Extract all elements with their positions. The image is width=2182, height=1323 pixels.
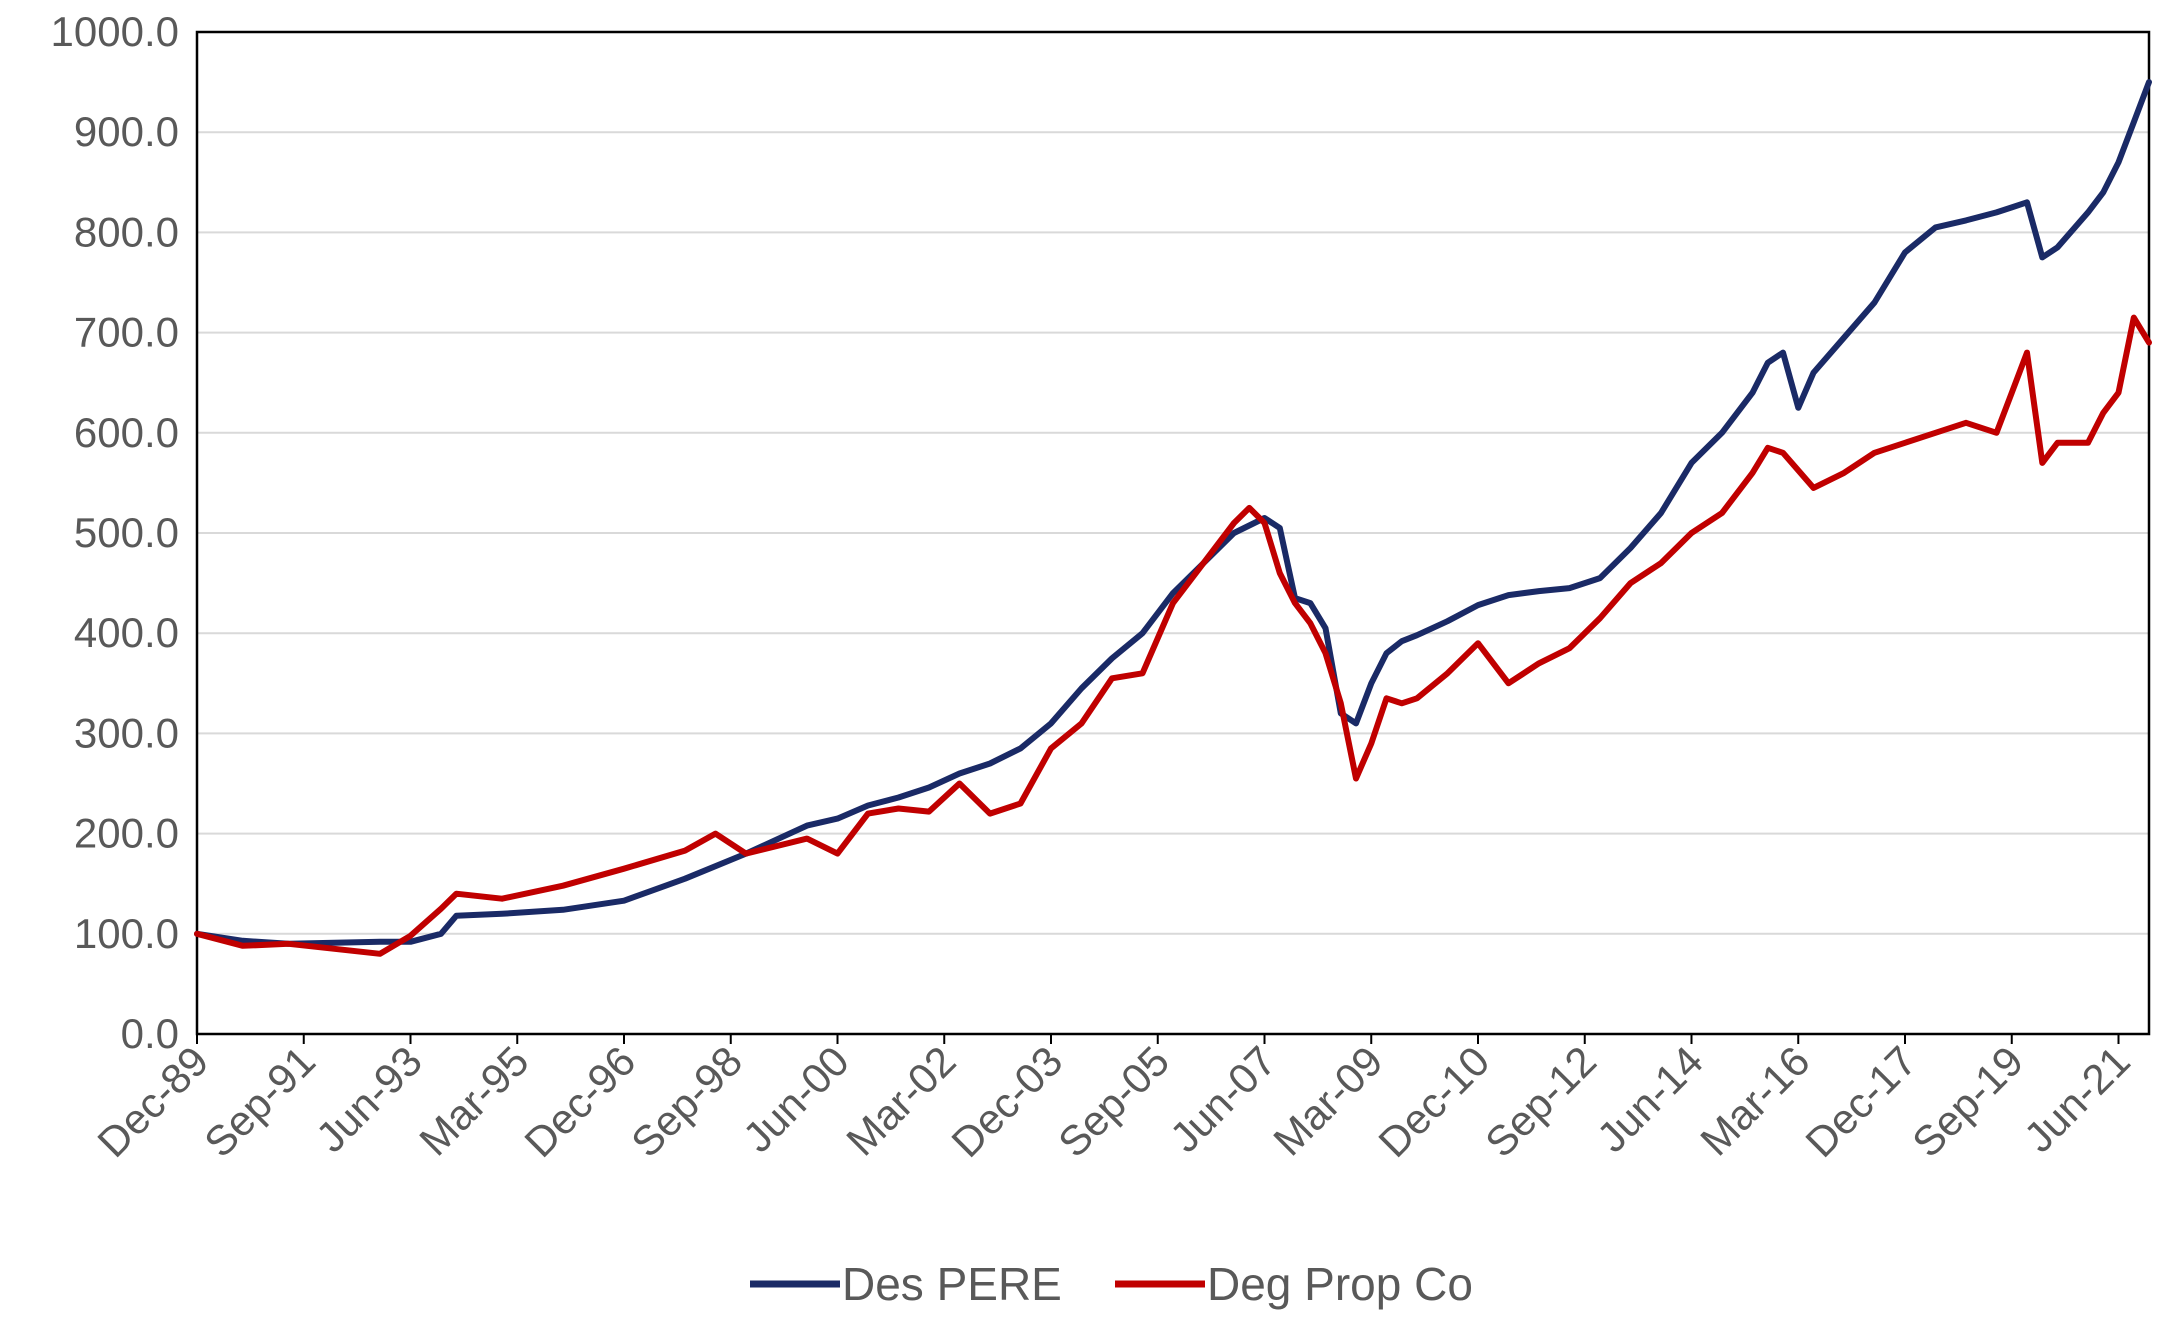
x-tick-label: Dec-96 (515, 1037, 644, 1166)
y-tick-label: 200.0 (74, 810, 179, 857)
x-tick-label: Dec-03 (942, 1037, 1071, 1166)
x-tick-label: Sep-98 (622, 1037, 751, 1166)
y-tick-label: 0.0 (121, 1010, 179, 1057)
x-tick-label: Mar-02 (837, 1037, 964, 1164)
x-tick-label: Mar-16 (1691, 1037, 1818, 1164)
x-tick-label: Jun-07 (1161, 1037, 1285, 1161)
x-tick-label: Dec-17 (1796, 1037, 1925, 1166)
y-tick-label: 600.0 (74, 409, 179, 456)
y-tick-label: 300.0 (74, 709, 179, 756)
x-tick-label: Mar-95 (410, 1037, 537, 1164)
y-tick-label: 700.0 (74, 309, 179, 356)
series-line-1 (194, 314, 2152, 957)
y-tick-label: 1000.0 (51, 8, 179, 55)
y-axis-ticks: 0.0 100.0 200.0 300.0 400.0 500.0 600.0 700.0 80… (51, 8, 179, 1057)
legend-label: Deg Prop Co (1207, 1258, 1473, 1310)
y-tick-label: 100.0 (74, 910, 179, 957)
gridlines (197, 131, 2149, 935)
plot-area-frame (195, 30, 2151, 1036)
x-tick-label: Jun-00 (734, 1037, 858, 1161)
x-tick-label: Jun-21 (2015, 1037, 2139, 1161)
x-tick-label: Jun-14 (1588, 1037, 1712, 1161)
y-tick-label: 400.0 (74, 609, 179, 656)
y-tick-label: 900.0 (74, 108, 179, 155)
y-tick-label: 800.0 (74, 208, 179, 255)
legend-label: Des PERE (842, 1258, 1062, 1310)
legend: Des PERE Deg Prop Co (750, 1258, 1473, 1310)
y-tick-label: 500.0 (74, 509, 179, 556)
x-tick-label: Dec-10 (1369, 1037, 1498, 1166)
x-tick-label: Sep-05 (1049, 1037, 1178, 1166)
x-tick-label: Mar-09 (1264, 1037, 1391, 1164)
series-line-0 (194, 79, 2152, 947)
x-tick-label: Sep-19 (1903, 1037, 2032, 1166)
x-tick-label: Sep-12 (1476, 1037, 1605, 1166)
x-axis-ticks: Dec-89Sep-91Jun-93Mar-95Dec-96Sep-98Jun-… (88, 1034, 2139, 1166)
series-lines (194, 79, 2152, 957)
x-tick-label: Jun-93 (307, 1037, 431, 1161)
x-tick-label: Sep-91 (195, 1037, 324, 1166)
